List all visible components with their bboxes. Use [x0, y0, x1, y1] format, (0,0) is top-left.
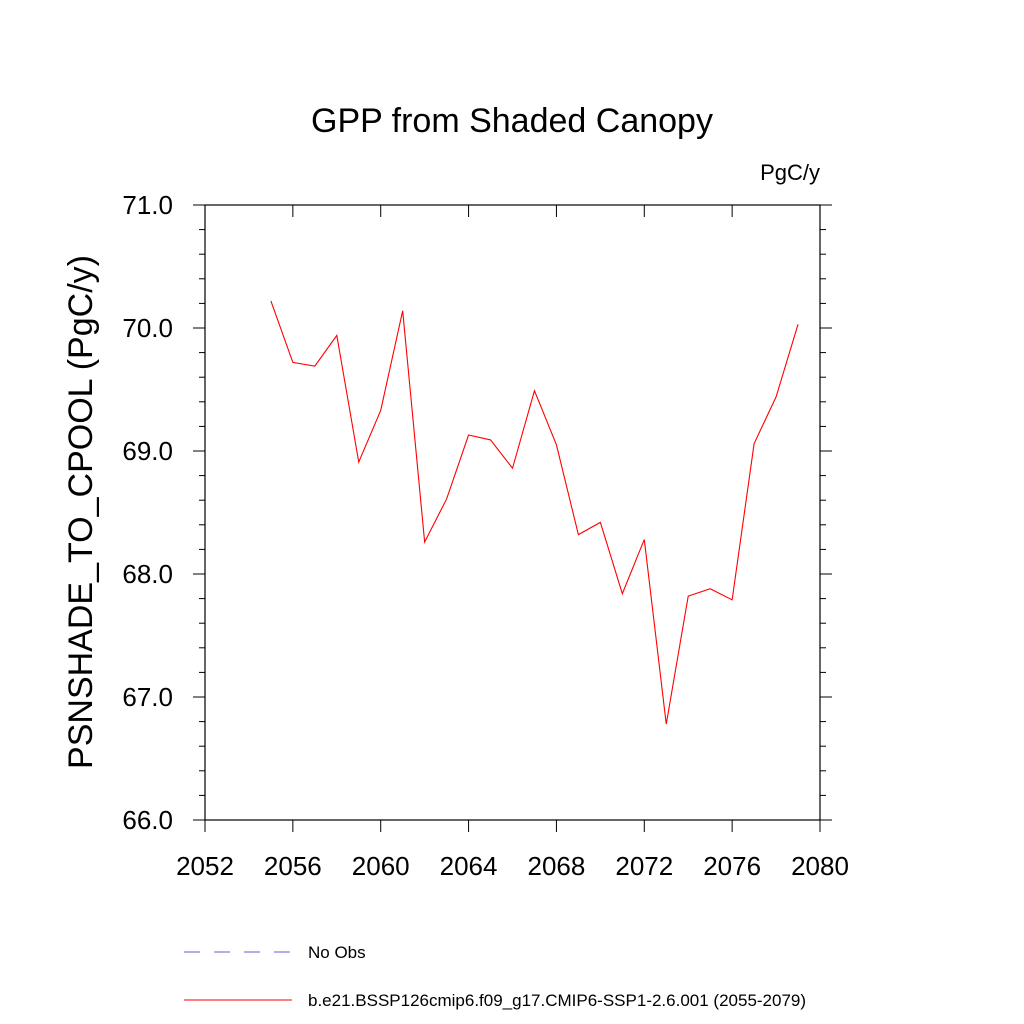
y-tick-label: 67.0 [122, 682, 173, 712]
y-tick-label: 66.0 [122, 805, 173, 835]
x-tick-label: 2080 [791, 851, 849, 881]
x-tick-label: 2060 [352, 851, 410, 881]
chart-title: GPP from Shaded Canopy [311, 102, 713, 140]
legend-label: No Obs [308, 943, 366, 962]
series-layer [270, 300, 799, 725]
x-tick-label: 2072 [615, 851, 673, 881]
y-tick-label: 69.0 [122, 436, 173, 466]
x-tick-label: 2052 [176, 851, 234, 881]
legend: No Obs b.e21.BSSP126cmip6.f09_g17.CMIP6-S… [184, 943, 806, 1010]
x-tick-label: 2064 [440, 851, 498, 881]
y-tick-label: 68.0 [122, 559, 173, 589]
x-tick-label: 2076 [703, 851, 761, 881]
legend-label: b.e21.BSSP126cmip6.f09_g17.CMIP6-SSP1-2.… [308, 991, 806, 1010]
y-axis-label: PSNSHADE_TO_CPOOL (PgC/y) [62, 255, 100, 769]
axis-ticks [193, 204, 832, 832]
x-tick-label: 2068 [528, 851, 586, 881]
y-tick-label: 71.0 [122, 190, 173, 220]
x-tick-label: 2056 [264, 851, 322, 881]
plot-frame [204, 204, 821, 821]
y-tick-label: 70.0 [122, 313, 173, 343]
series-line [270, 300, 799, 725]
axis-tick-labels: 2052 2056 2060 2064 2068 2072 2076 2080 66.0 67.0… [122, 190, 849, 881]
units-label: PgC/y [760, 160, 820, 185]
